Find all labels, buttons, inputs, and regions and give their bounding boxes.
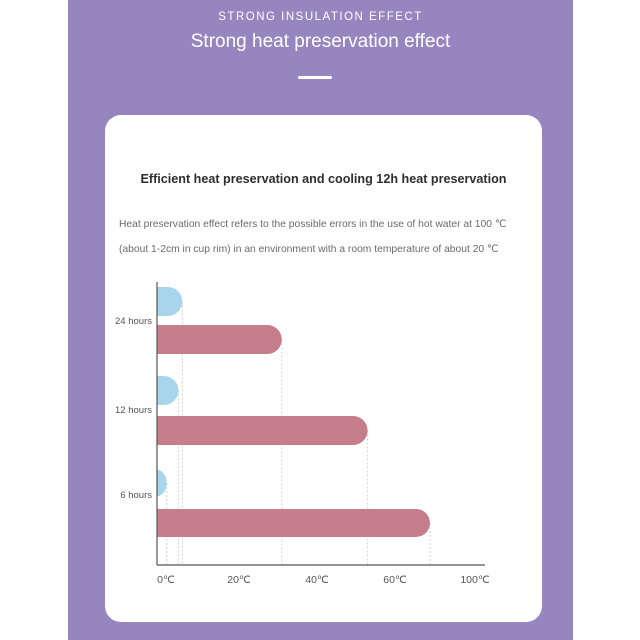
header-divider (298, 76, 332, 79)
bar-temperature-1 (143, 416, 368, 445)
x-tick-label: 60℃ (383, 574, 407, 586)
x-tick-label: 100℃ (460, 574, 490, 586)
category-label: 24 hours (115, 316, 152, 327)
axis-mask (141, 282, 157, 567)
x-tick-label: 40℃ (305, 574, 329, 586)
card-description: Heat preservation effect refers to the p… (119, 212, 529, 262)
bar-temperature-2 (143, 509, 430, 537)
info-card (105, 115, 542, 622)
description-line-2: (about 1-2cm in cup rim) in an environme… (119, 244, 499, 255)
category-label: 12 hours (115, 405, 152, 416)
x-tick-label: 20℃ (227, 574, 251, 586)
description-line-1: Heat preservation effect refers to the p… (119, 219, 507, 230)
category-label: 6 hours (120, 490, 152, 501)
card-title: Efficient heat preservation and cooling … (140, 172, 507, 186)
header-kicker: STRONG INSULATION EFFECT (218, 11, 423, 23)
x-tick-label: 0℃ (157, 574, 175, 586)
header-title: Strong heat preservation effect (190, 31, 451, 52)
bar-temperature-0 (143, 325, 282, 354)
